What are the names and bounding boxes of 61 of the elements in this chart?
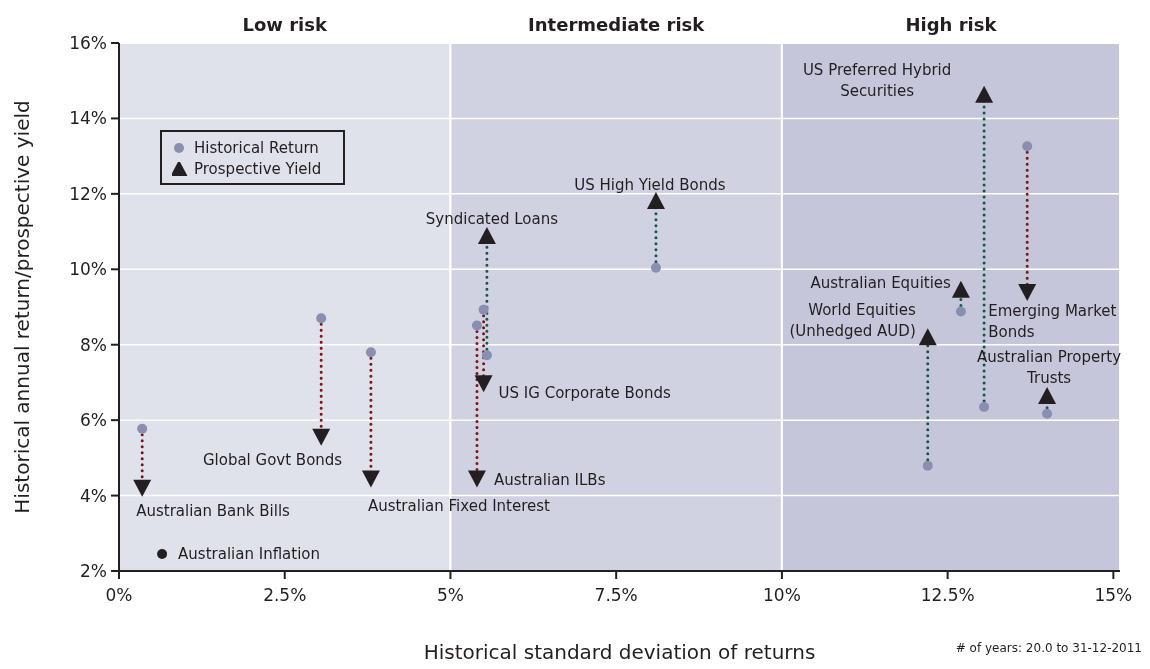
- annotation: Emerging Market Bonds: [988, 301, 1117, 341]
- point: [477, 227, 496, 245]
- point: [157, 549, 168, 560]
- point: [137, 423, 148, 434]
- point: [1018, 283, 1037, 301]
- y-tick-label: 6%: [80, 410, 107, 431]
- point: [1038, 387, 1057, 405]
- point: [365, 347, 376, 358]
- point: [979, 401, 990, 412]
- annotation: US Preferred Hybrid Securities: [802, 60, 952, 100]
- y-tick-label: 16%: [69, 33, 107, 54]
- point: [361, 470, 380, 488]
- annotation: US IG Corporate Bonds: [498, 384, 671, 403]
- text: # of years: 20.0 to 31-12-2011: [955, 641, 1142, 655]
- annotation: Australian Bank Bills: [136, 501, 291, 520]
- y-tick-label: 4%: [80, 485, 107, 506]
- y-tick-label: 12%: [69, 183, 107, 204]
- y-tick-label: 14%: [69, 108, 107, 129]
- legend-label: Prospective Yield: [194, 159, 322, 178]
- point: [955, 306, 966, 317]
- annotation: Australian Inflation: [178, 545, 321, 564]
- point: [650, 262, 661, 273]
- y-tick-label: 2%: [80, 561, 107, 582]
- annotation: Australian Fixed Interest: [367, 496, 551, 515]
- x-axis-title: Historical standard deviation of returns: [423, 640, 816, 664]
- annotation: Syndicated Loans: [425, 210, 559, 229]
- x-tick-label: 0%: [105, 585, 133, 606]
- annotation: Australian ILBs: [493, 470, 606, 489]
- x-tick-label: 12.5%: [920, 585, 975, 606]
- annotation: Australian Equities: [810, 273, 952, 292]
- point: [922, 460, 933, 471]
- point: [975, 85, 994, 103]
- point: [1022, 141, 1033, 152]
- point: [133, 479, 152, 497]
- point: [478, 304, 489, 315]
- annotation: World Equities (Unhedged AUD): [789, 301, 916, 341]
- point: [312, 428, 331, 446]
- legend-label: Historical Return: [194, 138, 319, 157]
- band-label: Low risk: [242, 14, 328, 35]
- point: [474, 375, 493, 393]
- point: [918, 328, 937, 346]
- point: [951, 280, 970, 298]
- point: [646, 192, 665, 210]
- point: [316, 313, 327, 324]
- x-tick-label: 7.5%: [594, 585, 638, 606]
- point: [467, 470, 486, 488]
- annotation: Australian Property Trusts: [977, 348, 1122, 388]
- annotation: Global Govt Bonds: [202, 450, 343, 469]
- x-tick-label: 15%: [1094, 585, 1133, 606]
- annotation: US High Yield Bonds: [574, 176, 726, 195]
- point: [481, 350, 492, 361]
- x-tick-label: 2.5%: [263, 585, 307, 606]
- y-tick-label: 8%: [80, 334, 107, 355]
- point: [1042, 408, 1053, 419]
- x-tick-label: 10%: [763, 585, 801, 606]
- y-axis-title: Historical annual return/prospective yield: [10, 100, 35, 514]
- y-tick-label: 10%: [69, 259, 107, 280]
- band-label: High risk: [905, 14, 998, 35]
- band-label: Intermediate risk: [528, 14, 706, 35]
- x-tick-label: 5%: [436, 585, 464, 606]
- point: [471, 320, 482, 331]
